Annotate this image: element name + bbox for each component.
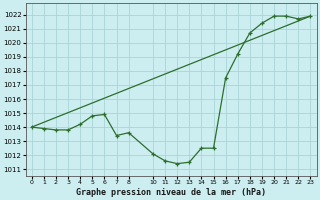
X-axis label: Graphe pression niveau de la mer (hPa): Graphe pression niveau de la mer (hPa) [76,188,266,197]
